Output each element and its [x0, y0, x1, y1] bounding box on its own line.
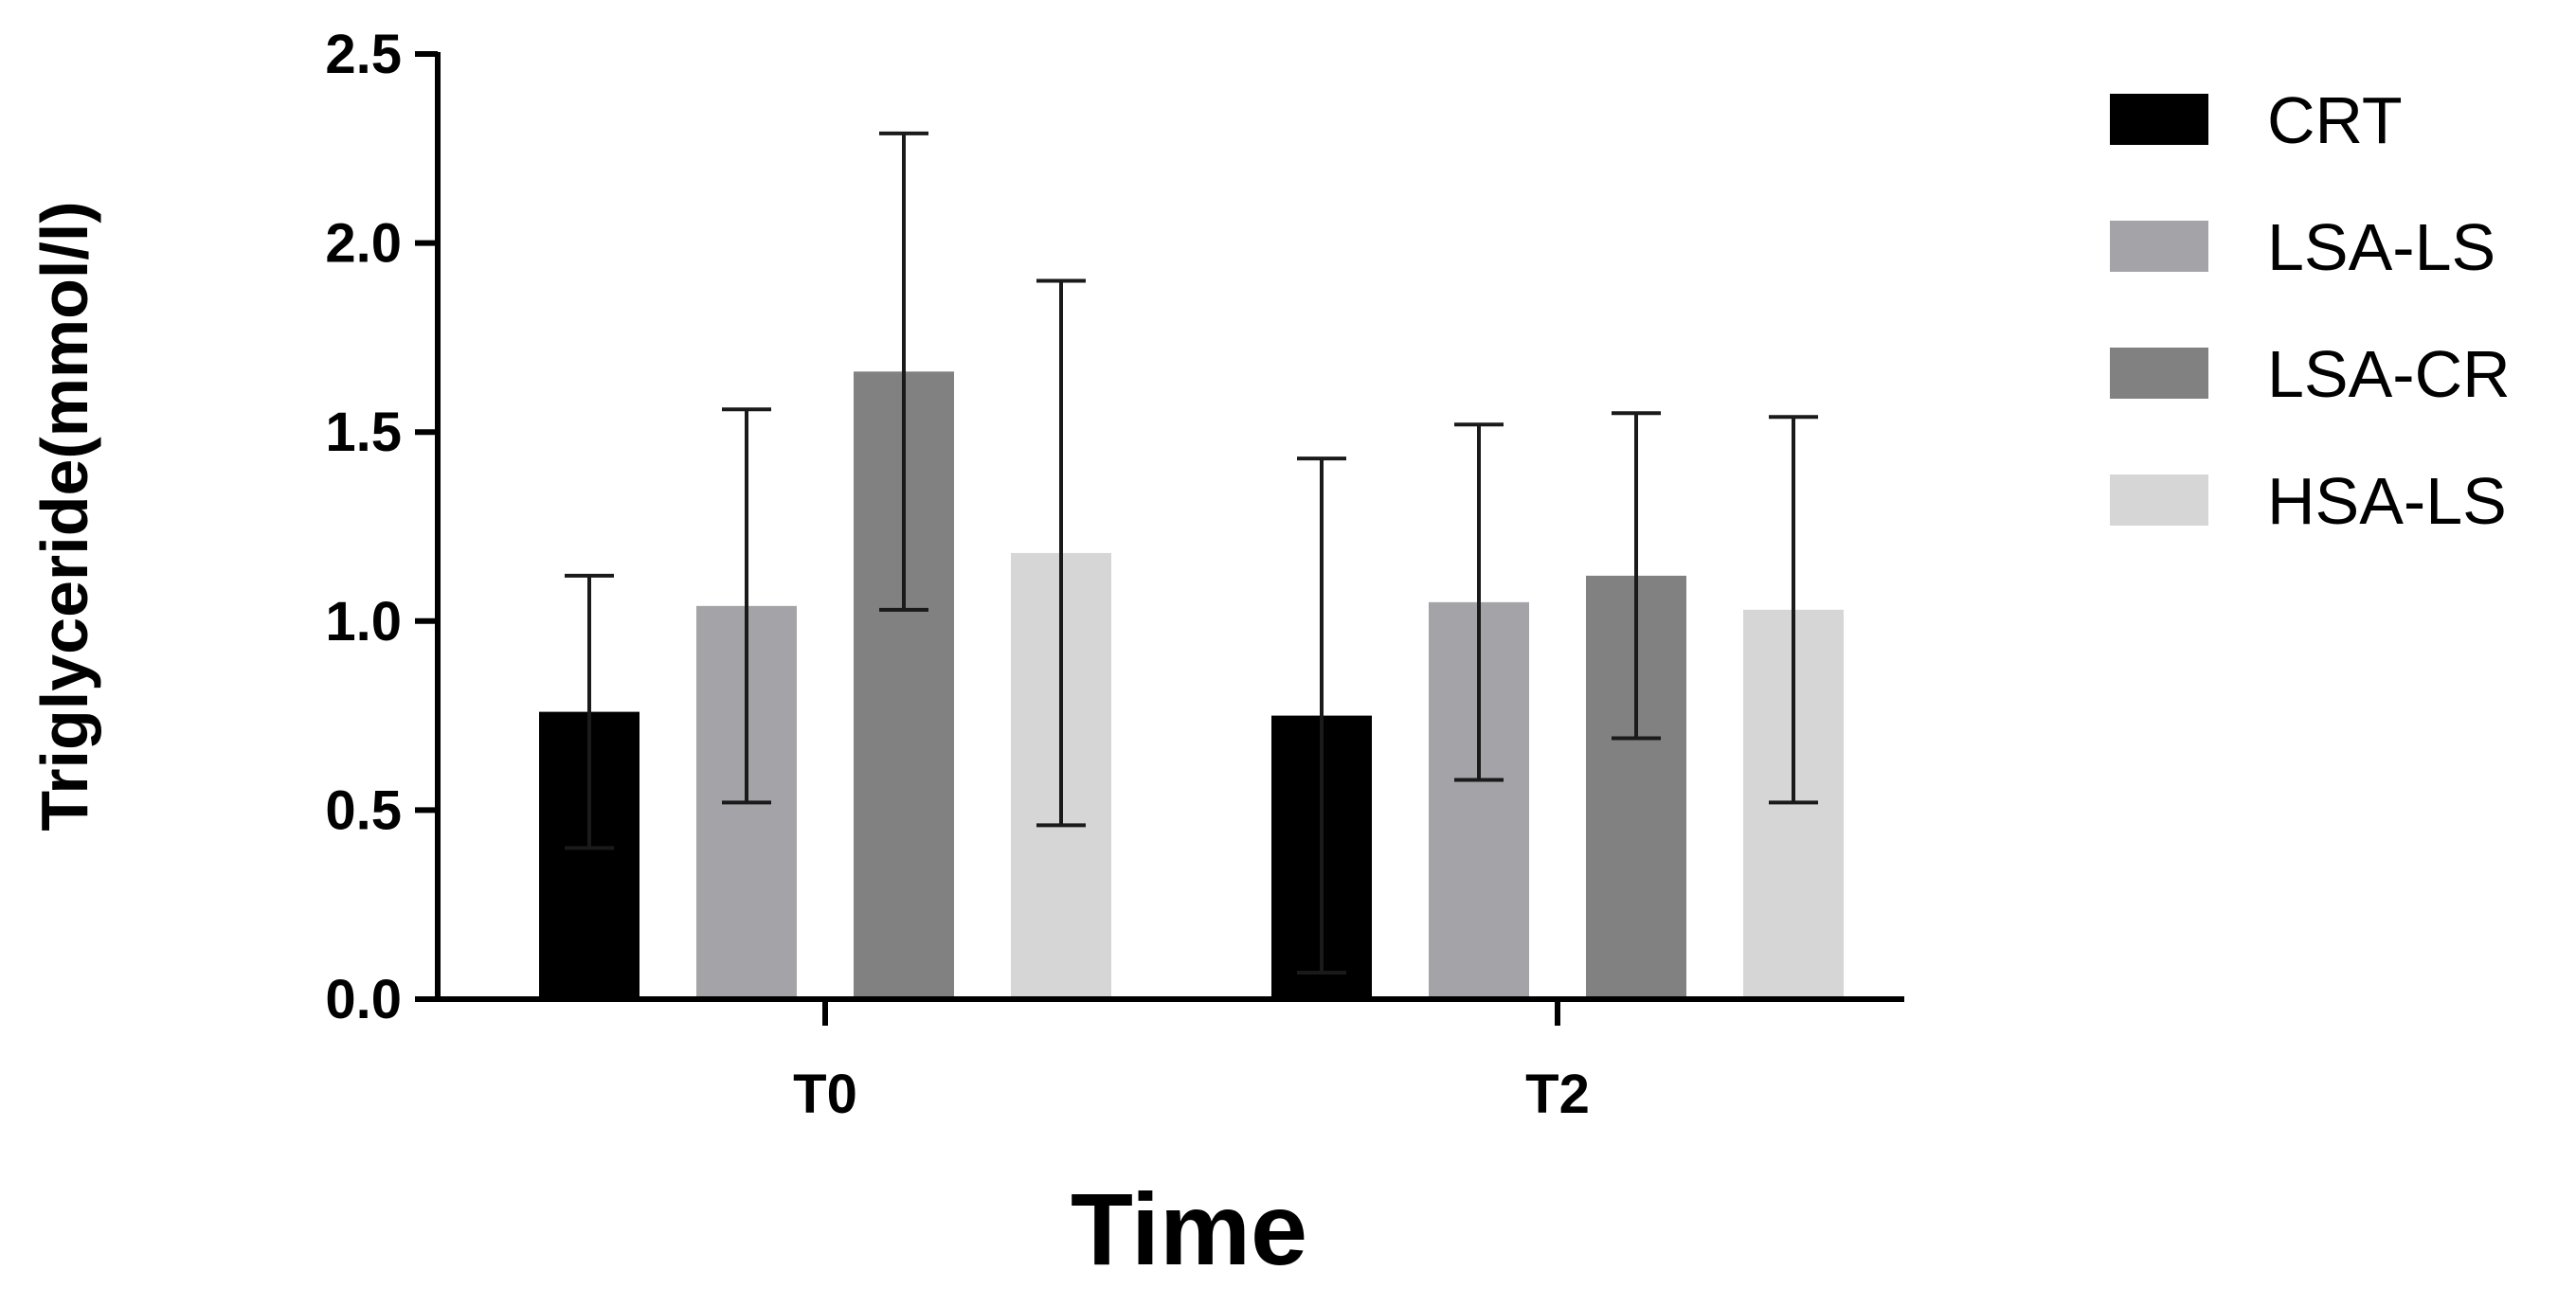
legend-swatch: [2110, 94, 2208, 145]
legend: CRT LSA-LS LSA-CR HSA-LS: [2110, 83, 2511, 538]
legend-item-lsa-ls: LSA-LS: [2110, 210, 2495, 284]
error-bar-lsa-cr-t2: [1612, 411, 1661, 741]
error-bar-hsa-ls-t2: [1769, 415, 1818, 805]
y-tick-label: 2.0: [325, 213, 402, 275]
legend-label: LSA-LS: [2267, 210, 2495, 284]
y-tick-label: 2.5: [325, 24, 402, 85]
y-tick-label: 0.5: [325, 779, 402, 841]
legend-item-crt: CRT: [2110, 83, 2403, 157]
error-bars-layer: [565, 131, 1818, 975]
error-bar-lsa-ls-t0: [722, 407, 771, 805]
legend-label: CRT: [2267, 83, 2403, 157]
bars-layer: [539, 371, 1844, 999]
axes-layer: 0.0 0.5 1.0 1.5 2.0 2.5 T0 T2: [325, 24, 1904, 1125]
error-bar-lsa-ls-t2: [1454, 422, 1504, 782]
y-tick-label: 1.0: [325, 591, 402, 653]
x-tick-label-t0: T0: [793, 1064, 857, 1125]
legend-item-hsa-ls: HSA-LS: [2110, 464, 2507, 538]
error-bar-crt-t0: [565, 573, 614, 850]
error-bar-hsa-ls-t0: [1036, 278, 1086, 828]
legend-label: LSA-CR: [2267, 337, 2511, 411]
error-bar-lsa-cr-t0: [879, 131, 928, 612]
legend-swatch: [2110, 221, 2208, 272]
y-tick-label: 1.5: [325, 402, 402, 463]
x-tick-label-t2: T2: [1525, 1064, 1590, 1125]
y-axis-title: Triglyceride(mmol/l): [27, 201, 101, 831]
error-bar-crt-t2: [1297, 456, 1346, 975]
legend-swatch: [2110, 348, 2208, 399]
legend-label: HSA-LS: [2267, 464, 2507, 538]
x-axis-title: Time: [1071, 1172, 1307, 1286]
y-tick-label: 0.0: [325, 969, 402, 1030]
legend-item-lsa-cr: LSA-CR: [2110, 337, 2511, 411]
legend-swatch: [2110, 474, 2208, 526]
